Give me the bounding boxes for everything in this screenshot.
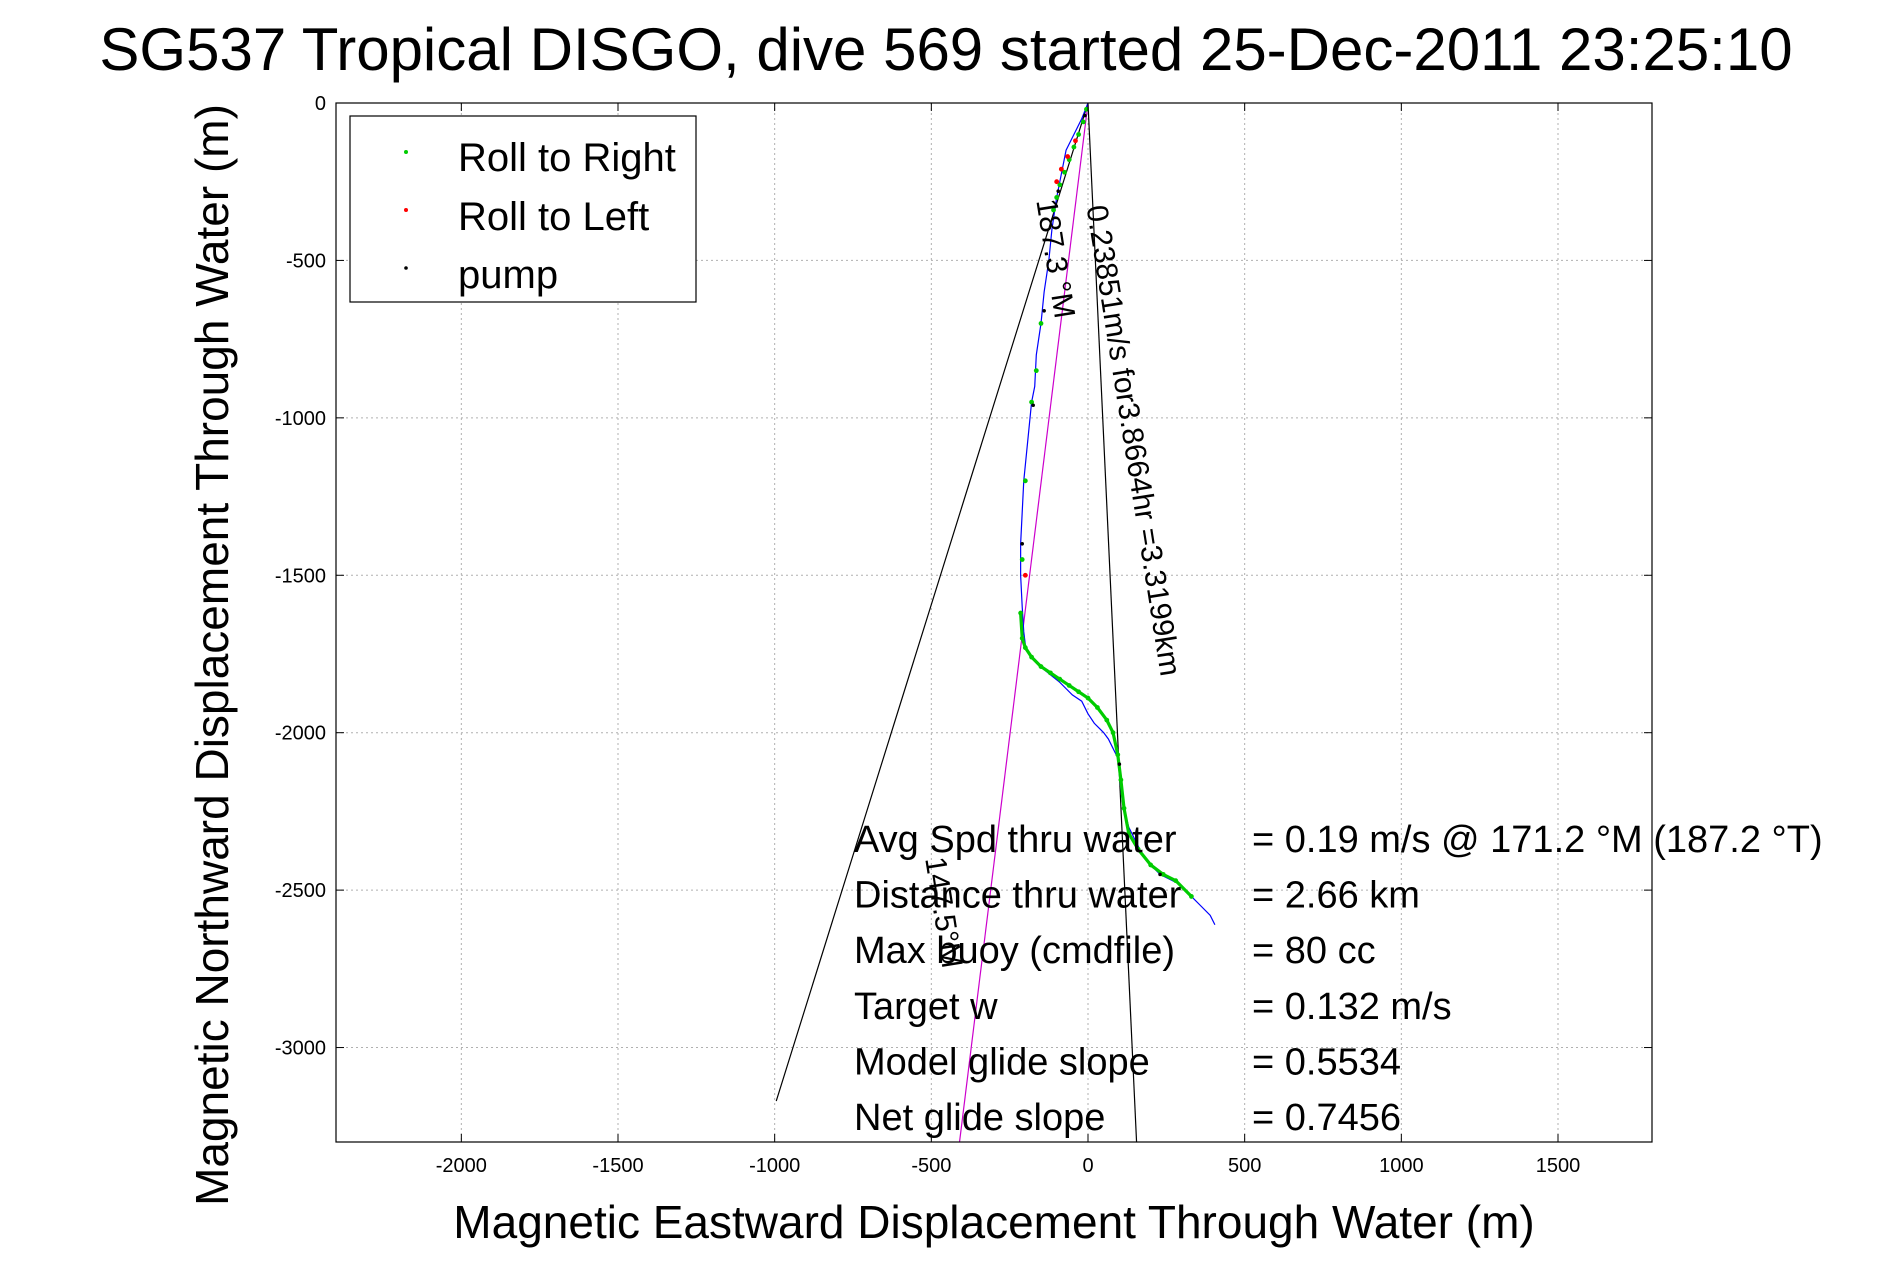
y-tick-label: -1000: [275, 408, 326, 430]
legend-label-roll-left: Roll to Left: [458, 195, 649, 239]
y-tick-label: -2000: [275, 723, 326, 745]
roll-left-point: [1065, 154, 1071, 159]
roll-left-point: [1054, 179, 1060, 185]
pump-point: [1056, 189, 1061, 193]
plot-frame: [335, 102, 1653, 1143]
x-tick-label: 0: [1082, 1155, 1093, 1177]
x-tick-label: 1500: [1536, 1155, 1581, 1177]
pump-point: [1158, 872, 1162, 877]
guide-line: [775, 102, 1089, 1102]
x-tick-label: 500: [1228, 1155, 1261, 1177]
y-axis-ticks: 0 -500 -1000 -1500 -2000 -2500 -3000: [275, 93, 1652, 1060]
roll-right-point: [1095, 705, 1100, 710]
roll-right-point: [1048, 670, 1053, 676]
pump-point: [1042, 309, 1046, 313]
summary-label: Net glide slope: [854, 1097, 1105, 1139]
roll-right-point: [1104, 717, 1110, 723]
y-tick-label: 0: [315, 93, 326, 115]
roll-right-point: [1038, 664, 1044, 669]
roll-right-point: [1054, 195, 1060, 200]
roll-right-point: [1080, 119, 1086, 125]
x-axis-title: Magnetic Eastward Displacement Through W…: [453, 1196, 1534, 1248]
roll-right-point: [1160, 871, 1166, 877]
roll-right-point: [1110, 730, 1116, 736]
pump-point: [1031, 403, 1035, 408]
summary-value: = 80 cc: [1252, 930, 1376, 972]
summary-label: Model glide slope: [854, 1041, 1150, 1083]
roll-right-point: [1071, 144, 1077, 150]
roll-right-point: [1173, 878, 1179, 884]
roll-right-point: [1029, 654, 1034, 660]
chart-title: SG537 Tropical DISGO, dive 569 started 2…: [99, 16, 1792, 83]
summary-label: Distance thru water: [854, 875, 1182, 917]
roll-right-point: [1051, 207, 1056, 213]
roll-right-point: [1126, 831, 1132, 836]
y-tick-label: -3000: [275, 1038, 326, 1060]
summary-label: Max buoy (cmdfile): [854, 930, 1175, 972]
legend-marker-roll-left: [404, 208, 408, 212]
roll-right-point: [1029, 399, 1034, 405]
y-tick-label: -1500: [275, 565, 326, 587]
x-axis-ticks: -2000 -1500 -1000 -500 0 500 1000 1500: [436, 103, 1580, 1177]
roll-right-point: [1118, 777, 1124, 783]
roll-right-point: [1022, 478, 1028, 484]
x-tick-label: -1000: [749, 1155, 800, 1177]
roll-left-point: [1022, 572, 1028, 578]
legend-marker-roll-right: [404, 150, 408, 154]
roll-right-point: [1022, 645, 1028, 651]
roll-left-point: [1058, 166, 1064, 172]
legend-label-roll-right: Roll to Right: [458, 136, 676, 180]
roll-right-point: [1085, 695, 1091, 701]
pump-point: [1117, 762, 1122, 766]
dive-summary: Avg Spd thru water = 0.19 m/s @ 171.2 °M …: [854, 819, 1823, 1139]
pump-point: [1083, 113, 1087, 118]
legend-label-pump: pump: [458, 253, 558, 297]
summary-value: = 0.132 m/s: [1252, 986, 1452, 1028]
legend: Roll to Right Roll to Left pump: [349, 115, 697, 303]
summary-value: = 0.19 m/s @ 171.2 °M (187.2 °T): [1252, 819, 1823, 861]
roll-left-point: [1073, 138, 1078, 144]
y-tick-label: -500: [286, 250, 326, 272]
roll-right-point: [1121, 805, 1127, 811]
x-tick-label: -1500: [592, 1155, 643, 1177]
roll-right-point: [1057, 676, 1063, 682]
summary-label: Avg Spd thru water: [854, 819, 1177, 861]
summary-value: = 2.66 km: [1252, 875, 1420, 917]
roll-right-point: [1062, 169, 1067, 175]
roll-right-point: [1057, 182, 1063, 188]
roll-right-point: [1066, 683, 1072, 688]
roll-right-point: [1038, 320, 1044, 326]
roll-right-point: [1019, 635, 1025, 641]
roll-markers: [1018, 106, 1194, 899]
roll-right-point: [1189, 894, 1194, 899]
roll-right-point: [1135, 846, 1141, 852]
y-tick-label: -2500: [275, 880, 326, 902]
x-tick-label: 1000: [1379, 1155, 1424, 1177]
guide-line: [1087, 102, 1138, 1143]
roll-right-point: [1076, 689, 1081, 695]
roll-right-point: [1076, 132, 1081, 137]
pump-point: [1020, 541, 1024, 546]
x-tick-label: -2000: [436, 1155, 487, 1177]
roll-right-point: [1018, 610, 1024, 616]
summary-value: = 0.5534: [1252, 1041, 1401, 1083]
roll-right-point: [1115, 752, 1121, 758]
roll-right-point: [1148, 862, 1154, 868]
y-axis-title: Magnetic Northward Displacement Through …: [186, 104, 238, 1206]
summary-value: = 0.7456: [1252, 1097, 1401, 1139]
x-tick-label: -500: [911, 1155, 951, 1177]
roll-right-point: [1019, 557, 1025, 562]
roll-right-band: [1019, 612, 1193, 898]
legend-marker-pump: [404, 266, 408, 270]
summary-label: Target w: [854, 986, 998, 1028]
roll-right-point: [1033, 368, 1039, 374]
